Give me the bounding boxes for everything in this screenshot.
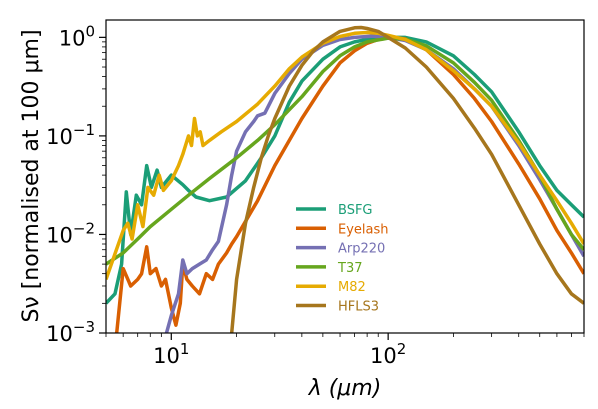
y-tick-label: 10−1 bbox=[46, 121, 95, 149]
y-tick-label: 100 bbox=[59, 22, 95, 50]
series-line-t37-3 bbox=[106, 36, 584, 266]
legend-label-arp220: Arp220 bbox=[338, 242, 385, 257]
legend-label-bsfg: BSFG bbox=[338, 203, 373, 218]
plot-frame bbox=[105, 19, 585, 334]
x-tick-label: 101 bbox=[153, 340, 189, 368]
x-tick-label: 102 bbox=[370, 340, 406, 368]
series-line-hfls3-5 bbox=[229, 25, 584, 333]
series-line-m82-4 bbox=[106, 30, 584, 280]
x-axis-label: λ (μm) bbox=[308, 376, 382, 401]
y-tick-label: 10−3 bbox=[46, 318, 95, 346]
y-tick-label: 10−2 bbox=[46, 219, 95, 247]
ticks-layer: 101 102 10−3 10−2 10−1 100 bbox=[46, 22, 585, 368]
legend-label-m82: M82 bbox=[338, 280, 366, 295]
series-layer bbox=[106, 25, 584, 333]
legend: BSFG Eyelash Arp220 T37 M82 HFLS3 bbox=[296, 203, 389, 315]
y-axis-label: Sν [normalised at 100 μm] bbox=[19, 29, 44, 322]
legend-label-t37: T37 bbox=[337, 261, 362, 276]
legend-label-hfls3: HFLS3 bbox=[338, 300, 379, 315]
series-line-eyelash-1 bbox=[114, 35, 584, 333]
legend-label-eyelash: Eyelash bbox=[338, 222, 389, 237]
